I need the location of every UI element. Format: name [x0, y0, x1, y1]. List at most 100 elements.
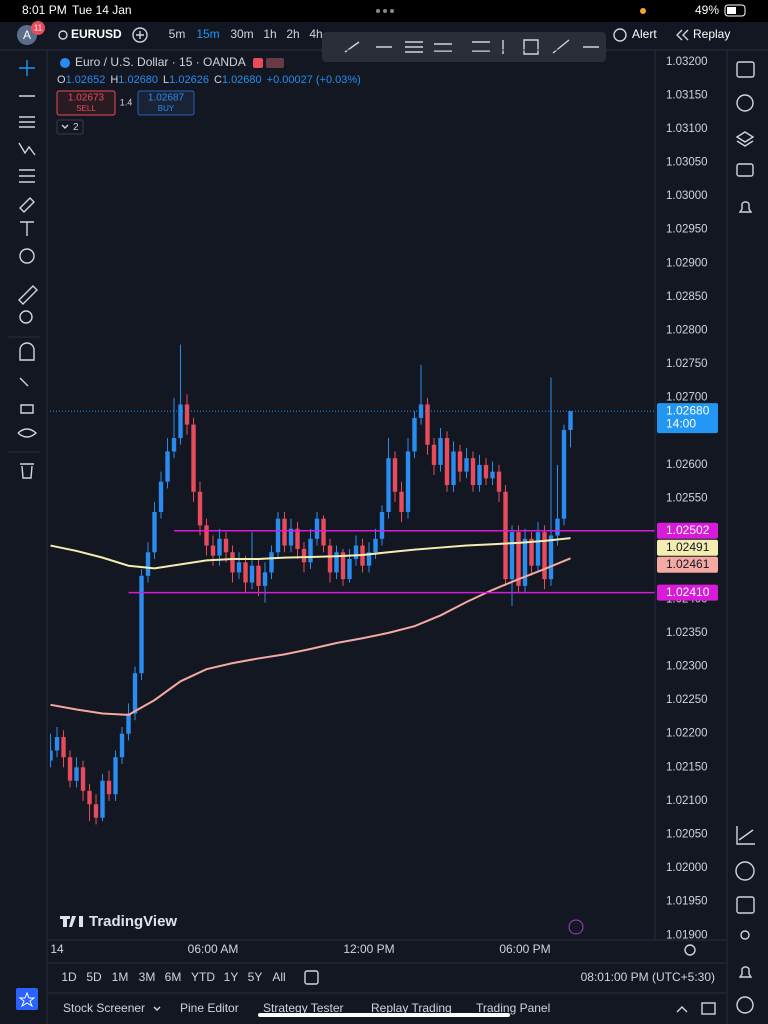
battery-icon	[724, 4, 746, 17]
bottom-tab[interactable]: Replay Trading	[371, 1001, 452, 1015]
candle-body	[145, 552, 151, 576]
y-tick-label: 1.02900	[666, 257, 708, 269]
badge-count: 11	[34, 24, 43, 33]
expand-panel[interactable]	[676, 1006, 688, 1013]
ohlc-value: 1.02652	[66, 74, 106, 86]
y-tick-label: 1.02350	[666, 627, 708, 639]
clock: 08:01:00 PM (UTC+5:30)	[581, 970, 715, 984]
status-flag	[266, 58, 284, 68]
candle-body	[353, 545, 359, 559]
range-button[interactable]: 1D	[61, 970, 77, 984]
range-button[interactable]: 5Y	[248, 970, 263, 984]
y-tick-label: 1.01900	[666, 929, 708, 941]
range-button[interactable]: 5D	[86, 970, 102, 984]
interval-button[interactable]: 4h	[309, 27, 322, 41]
symbol[interactable]: EURUSD	[71, 27, 122, 41]
candle-body	[399, 491, 404, 512]
candle-body	[197, 491, 203, 526]
y-tick-label: 1.02300	[666, 661, 708, 673]
range-button[interactable]: 1M	[112, 970, 129, 984]
legend-title: Euro / U.S. Dollar · 15 · OANDA	[75, 55, 246, 69]
bottom-tab[interactable]: Trading Panel	[476, 1001, 550, 1015]
x-tick-label: 12:00 PM	[343, 942, 394, 956]
bottom-tab[interactable]: Pine Editor	[180, 1001, 239, 1015]
ohlc-value: 1.02680	[222, 74, 262, 86]
candle-body	[477, 464, 482, 486]
y-tick-label: 1.01950	[666, 896, 708, 908]
candle-body	[126, 713, 131, 734]
candle-body	[425, 404, 430, 445]
candle-body	[158, 481, 164, 512]
candle-body	[321, 518, 326, 546]
interval-button[interactable]: 5m	[169, 27, 186, 41]
candle-body	[431, 444, 437, 465]
candle-body	[249, 565, 255, 583]
candle-body	[269, 552, 274, 573]
replay-indicator[interactable]	[568, 919, 584, 935]
moving-average	[50, 557, 571, 716]
candle-body	[184, 404, 190, 425]
right-sidebar[interactable]	[735, 61, 755, 1014]
candle-body	[230, 552, 235, 573]
alert-button[interactable]: Alert	[632, 27, 657, 41]
status-dot	[640, 8, 646, 14]
candle-body	[256, 565, 261, 586]
candle-body	[243, 562, 248, 583]
range-button[interactable]: 1Y	[224, 970, 239, 984]
badge	[31, 21, 45, 35]
candle-body	[139, 575, 144, 674]
replay-button[interactable]: Replay	[693, 27, 730, 41]
candle-body	[171, 438, 177, 452]
candle-body	[301, 548, 307, 563]
status-flag	[253, 58, 263, 68]
range-button[interactable]: All	[272, 970, 285, 984]
candle-body	[373, 538, 378, 553]
candle-body	[392, 458, 398, 492]
settings-icon[interactable]	[684, 944, 696, 956]
ohlc-key: L	[163, 74, 169, 86]
candle-body	[548, 535, 554, 580]
favorites-button[interactable]	[16, 988, 38, 1010]
x-tick-label: 06:00 PM	[499, 942, 550, 956]
tab-chevron	[153, 1006, 161, 1011]
candle-body	[100, 780, 105, 818]
maximize-panel[interactable]	[701, 1002, 716, 1015]
candle-body	[438, 438, 443, 465]
symbol-logo	[60, 58, 70, 68]
drawing-tools[interactable]	[344, 39, 599, 55]
bottom-tab[interactable]: Strategy Tester	[263, 1001, 343, 1015]
buy-price: 1.02687	[148, 93, 185, 104]
price-tag	[657, 539, 718, 556]
left-toolbar[interactable]	[17, 60, 38, 479]
x-tick-label: 14	[50, 942, 64, 956]
y-tick-label: 1.02000	[666, 862, 708, 874]
search-icon[interactable]	[58, 30, 68, 40]
interval-button[interactable]: 2h	[286, 27, 299, 41]
goto-date[interactable]	[304, 970, 319, 985]
interval-button[interactable]: 1h	[263, 27, 276, 41]
bottom-tab[interactable]: Stock Screener	[63, 1001, 145, 1015]
add-symbol[interactable]	[132, 27, 148, 43]
battery-fill	[727, 7, 736, 14]
alert-icon[interactable]	[613, 28, 627, 42]
collapsed-count: 2	[73, 122, 79, 133]
range-button[interactable]: YTD	[191, 970, 215, 984]
collapse-button[interactable]	[56, 119, 84, 135]
y-tick-label: 1.02950	[666, 224, 708, 236]
buy-button[interactable]	[137, 90, 195, 116]
interval-button[interactable]: 15m	[196, 27, 219, 41]
candle-body	[412, 417, 417, 452]
candle-body	[80, 767, 86, 791]
y-tick-label: 1.02700	[666, 392, 708, 404]
candle-body	[405, 451, 411, 512]
candle-body	[217, 538, 222, 556]
range-button[interactable]: 3M	[139, 970, 156, 984]
candle-body	[314, 518, 320, 539]
bar-countdown: 14:00	[666, 416, 696, 430]
candle-body	[568, 411, 573, 430]
range-button[interactable]: 6M	[165, 970, 182, 984]
sell-button[interactable]	[56, 90, 116, 116]
price-tag	[657, 556, 718, 573]
interval-button[interactable]: 30m	[230, 27, 253, 41]
candle-body	[542, 532, 547, 580]
